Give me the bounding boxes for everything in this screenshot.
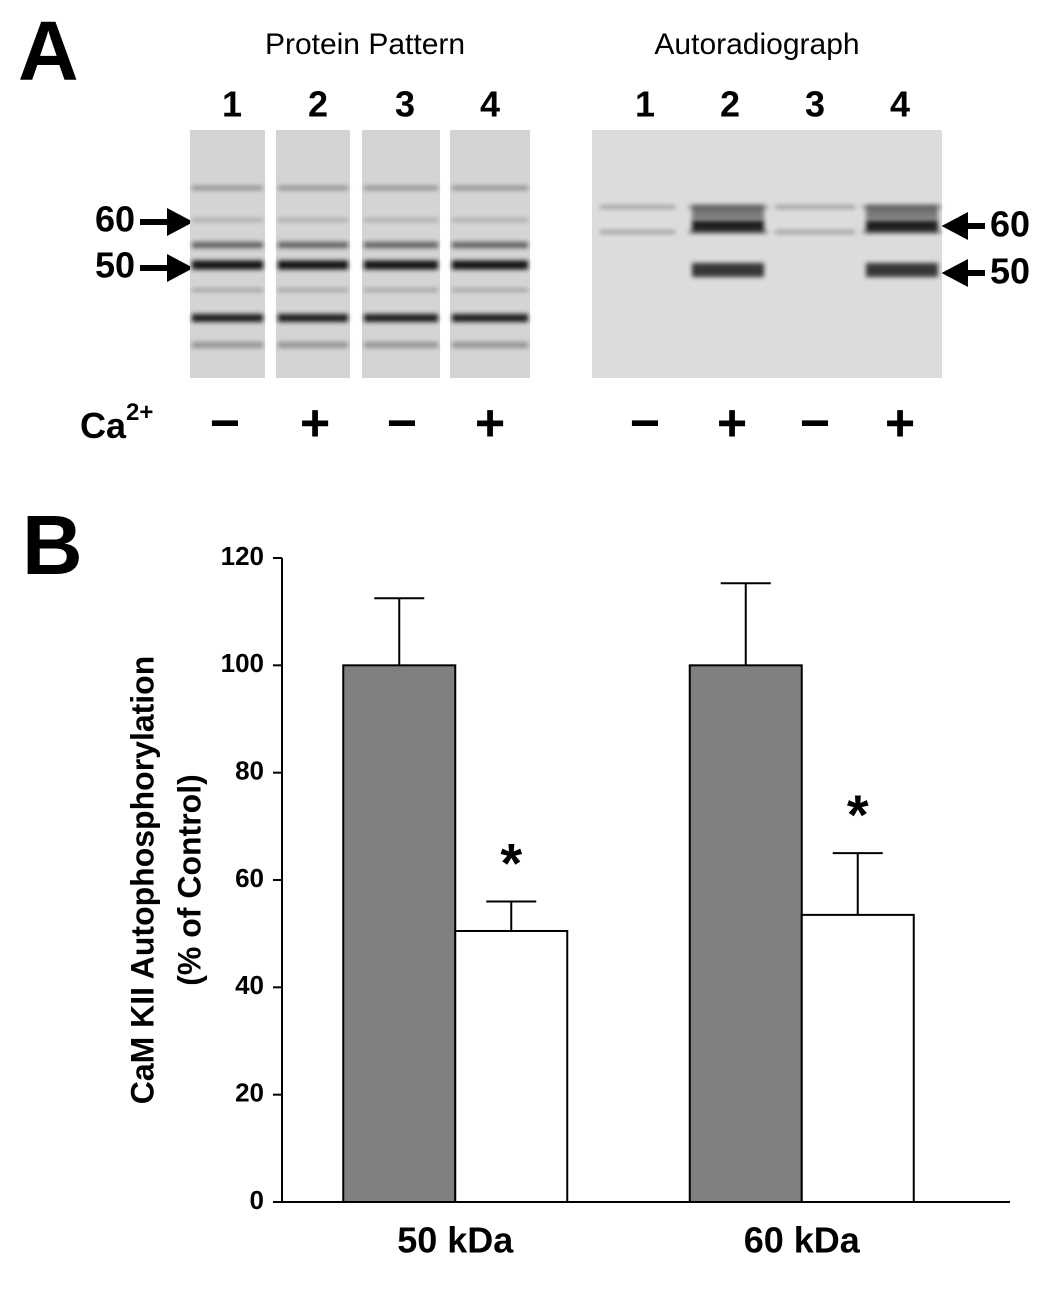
gel-band xyxy=(364,314,438,322)
gel-title: Autoradiograph xyxy=(654,28,859,61)
marker-label: 50 xyxy=(990,251,1030,292)
gel-band xyxy=(692,263,764,277)
gel-band xyxy=(364,260,438,270)
lane-number: 4 xyxy=(480,84,500,125)
bar xyxy=(688,664,803,1203)
gel-band xyxy=(452,314,528,322)
gel-band xyxy=(452,288,528,292)
calcium-label: Ca2+ xyxy=(80,399,153,445)
gel-band xyxy=(692,205,764,219)
lane-number: 1 xyxy=(222,84,242,125)
arrow xyxy=(140,208,194,236)
significance-mark: * xyxy=(847,783,869,846)
marker-label: 60 xyxy=(990,204,1030,245)
gel-lane xyxy=(190,130,265,378)
gel-band xyxy=(278,260,348,270)
arrow xyxy=(140,254,194,282)
lane-number: 4 xyxy=(890,84,910,125)
lane-number: 1 xyxy=(635,84,655,125)
gel-band xyxy=(192,242,263,248)
gel-band xyxy=(452,342,528,348)
gel-band xyxy=(600,205,675,209)
lane-number: 2 xyxy=(308,84,328,125)
panel-a: A Protein Pattern Autoradiograph Ca2+ 60… xyxy=(18,4,1030,453)
error-bar xyxy=(832,852,883,915)
gel-band xyxy=(278,242,348,248)
error-bar xyxy=(486,900,537,931)
gel-band xyxy=(866,263,938,277)
gel-band xyxy=(278,186,348,190)
error-bar xyxy=(720,582,771,666)
gel-band xyxy=(192,288,263,292)
marker-label: 60 xyxy=(95,199,135,240)
y-tick-label: 120 xyxy=(221,541,264,571)
calcium-sign: + xyxy=(717,395,747,453)
significance-mark: * xyxy=(500,831,522,894)
calcium-sup: 2+ xyxy=(126,399,153,426)
gel-band xyxy=(600,230,675,234)
gel-band xyxy=(452,218,528,222)
gel-lane xyxy=(450,130,530,378)
gel-lane xyxy=(362,130,440,378)
calcium-sign: − xyxy=(800,395,830,453)
y-tick-label: 40 xyxy=(235,970,264,1000)
panel-label: B xyxy=(22,498,83,592)
y-tick-label: 80 xyxy=(235,756,264,786)
gel-background xyxy=(592,130,942,378)
error-bar xyxy=(374,597,425,666)
calcium-sign: − xyxy=(387,395,417,453)
panel-label: A xyxy=(18,4,79,98)
y-tick-label: 60 xyxy=(235,863,264,893)
gel-band xyxy=(192,260,263,270)
arrow xyxy=(941,212,985,240)
lane-number: 3 xyxy=(395,84,415,125)
gel-band xyxy=(775,205,855,209)
gel-lane xyxy=(276,130,350,378)
bar xyxy=(454,929,569,1203)
y-tick-label: 100 xyxy=(221,648,264,678)
y-tick-label: 0 xyxy=(250,1185,264,1215)
lane-number: 2 xyxy=(720,84,740,125)
gel-band xyxy=(364,288,438,292)
gel-band xyxy=(692,220,764,232)
gel-band xyxy=(192,342,263,348)
gel-band xyxy=(452,186,528,190)
gel-band xyxy=(364,186,438,190)
gel-band xyxy=(452,260,528,270)
gel-band xyxy=(278,314,348,322)
y-tick-label: 20 xyxy=(235,1078,264,1108)
gel-band xyxy=(364,218,438,222)
calcium-sign: − xyxy=(210,395,240,453)
arrow xyxy=(941,259,985,287)
gel-band xyxy=(192,186,263,190)
gel-band xyxy=(775,230,855,234)
bar xyxy=(800,913,915,1204)
calcium-sign: + xyxy=(475,395,505,453)
gel-band xyxy=(192,218,263,222)
gel-band xyxy=(278,288,348,292)
calcium-sign: + xyxy=(300,395,330,453)
marker-label: 50 xyxy=(95,245,135,286)
calcium-sign: + xyxy=(885,395,915,453)
gel-band xyxy=(866,220,938,232)
gel-band xyxy=(278,218,348,222)
calcium-sign: − xyxy=(630,395,660,453)
lane-number: 3 xyxy=(805,84,825,125)
panel-b: B CaM KII Autophosphorylation (% of Cont… xyxy=(22,498,1010,1261)
gel-band xyxy=(364,242,438,248)
x-tick-label: 60 kDa xyxy=(744,1220,861,1261)
gel-band xyxy=(192,314,263,322)
gel-band xyxy=(364,342,438,348)
gel-title: Protein Pattern xyxy=(265,28,465,61)
x-tick-label: 50 kDa xyxy=(397,1220,514,1261)
gel-band xyxy=(278,342,348,348)
gel-band xyxy=(452,242,528,248)
calcium-base: Ca xyxy=(80,405,127,446)
y-axis-title: CaM KII Autophosphorylation xyxy=(124,656,160,1105)
gel-band xyxy=(866,205,938,219)
bar xyxy=(342,664,457,1203)
y-axis-title: (% of Control) xyxy=(171,774,207,986)
